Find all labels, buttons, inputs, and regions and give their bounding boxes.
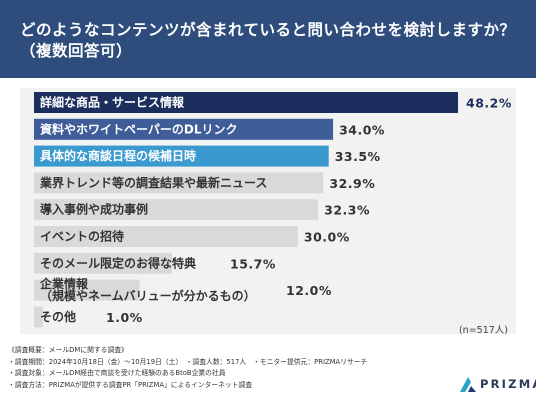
bar-3	[34, 145, 329, 167]
footer-line: ・調査期間：2024年10月18日（金）〜10月19日（土） ・調査人数：517…	[8, 357, 368, 366]
bar-chart: 詳細な商品・サービス情報 48.2% 資料やホワイトペーパーのDLリンク 34.0% 具…	[34, 92, 512, 328]
value-label: 34.0%	[339, 122, 385, 137]
prizma-logo-icon	[460, 377, 476, 392]
value-label: 48.2%	[466, 96, 512, 111]
bar-4	[34, 172, 324, 194]
category-label: イベントの招待	[40, 229, 124, 244]
title-line-1: どのようなコンテンツが含まれていると問い合わせを検討しますか？	[20, 21, 516, 39]
header-banner: どのようなコンテンツが含まれていると問い合わせを検討しますか？ （複数回答可）	[0, 0, 536, 78]
footer-line: ・調査対象：メールDM経由で商談を受けた経験のあるBtoB企業の社員	[8, 369, 226, 377]
sample-size-note: (n=517人)	[458, 325, 508, 336]
bar-1	[34, 92, 458, 113]
value-label: 33.5%	[335, 149, 381, 164]
prizma-logo: PRIZMA	[458, 374, 536, 394]
bar-6	[34, 226, 298, 247]
bar-2	[34, 118, 334, 140]
value-label: 1.0%	[106, 310, 143, 325]
value-label: 15.7%	[230, 256, 276, 271]
value-label: 12.0%	[286, 283, 332, 298]
category-label: 企業情報（規模やネームバリューが分かるもの）	[39, 276, 256, 303]
bar-8	[34, 279, 140, 301]
bar-5	[34, 199, 319, 221]
title-line-2: （複数回答可）	[20, 42, 133, 60]
category-label: 詳細な商品・サービス情報	[40, 95, 185, 110]
category-label: 資料やホワイトペーパーのDLリンク	[40, 121, 238, 136]
value-label: 30.0%	[304, 230, 350, 245]
category-label: 業界トレンド等の調査結果や最新ニュース	[39, 175, 267, 190]
category-label: その他	[40, 309, 76, 324]
survey-footer: 《調査概要：メールDMに関する調査》 ・調査期間：2024年10月18日（金）〜…	[8, 345, 448, 391]
category-label: 具体的な商談日程の候補日時	[40, 148, 196, 163]
value-label: 32.9%	[329, 176, 375, 191]
category-label: そのメール限定のお得な特典	[40, 255, 196, 270]
footer-line: ・調査方法：PRIZMAが提供する調査PR「PRIZMA」によるインターネット調…	[8, 380, 253, 389]
bar-7	[34, 252, 173, 274]
value-label: 32.3%	[324, 203, 370, 218]
category-label: 導入事例や成功事例	[40, 202, 148, 217]
bar-9	[34, 306, 43, 328]
page-title: どのようなコンテンツが含まれていると問い合わせを検討しますか？ （複数回答可）	[20, 20, 520, 62]
footer-line: 《調査概要：メールDMに関する調査》	[8, 346, 128, 354]
logo-text: PRIZMA	[480, 377, 536, 391]
